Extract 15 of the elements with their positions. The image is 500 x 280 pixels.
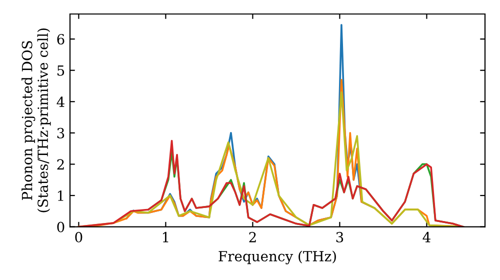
x-tick-label: 1 xyxy=(162,232,168,242)
y-axis-title: Phonon projected DOS (States/THz·primitive cell) xyxy=(22,28,51,212)
x-tick-label: 2 xyxy=(249,232,256,242)
y-tick-label: 3 xyxy=(57,128,64,138)
y-tick-label: 1 xyxy=(58,190,64,201)
x-tick-label: 4 xyxy=(422,232,430,242)
line-series xyxy=(78,140,464,227)
y-tick-label: 5 xyxy=(57,65,64,76)
x-axis-title: Frequency (THz) xyxy=(218,250,336,264)
y-tick-label: 2 xyxy=(57,159,64,170)
y-tick-label: 6 xyxy=(57,34,64,45)
x-tick-label: 3 xyxy=(336,232,344,242)
y-tick-label: 0 xyxy=(57,222,64,232)
y-tick-label: 4 xyxy=(56,96,64,107)
x-tick-label: 0 xyxy=(75,232,82,242)
